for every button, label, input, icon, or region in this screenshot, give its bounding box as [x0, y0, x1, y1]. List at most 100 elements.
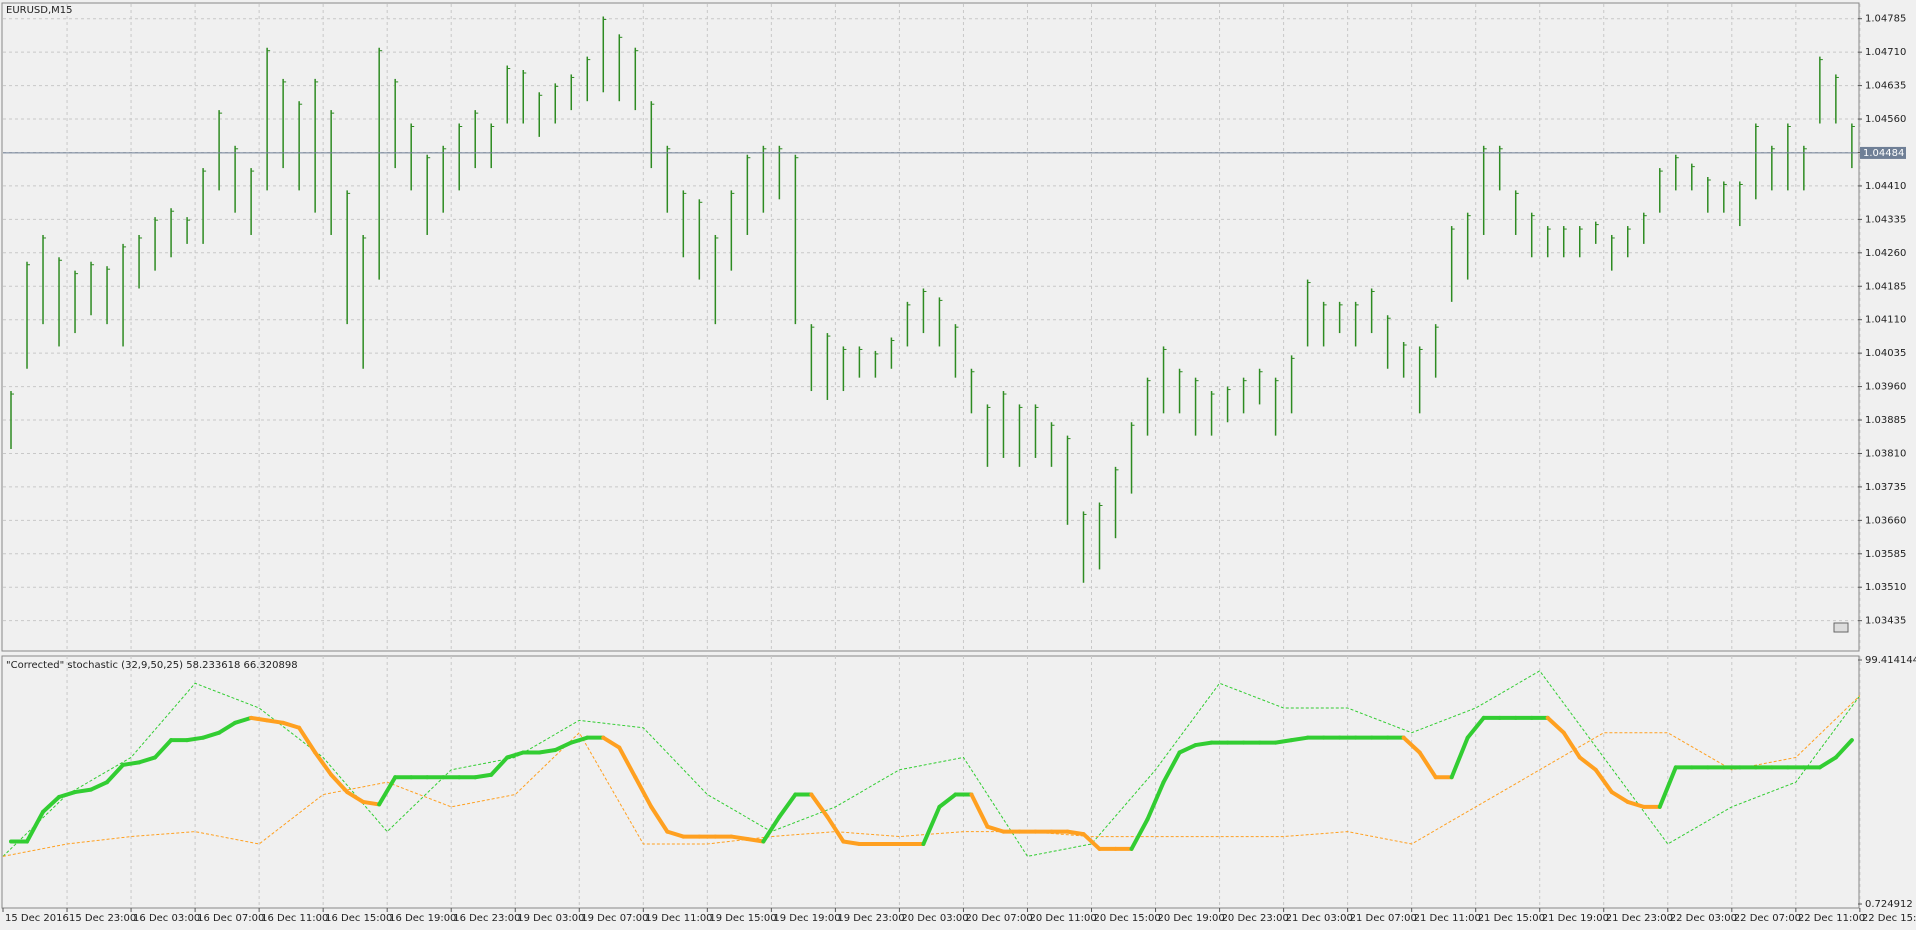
- x-tick-label: 16 Dec 11:00: [261, 913, 328, 924]
- main-line-segment: [281, 720, 302, 730]
- main-line-segment: [153, 738, 174, 760]
- x-tick-label: 21 Dec 07:00: [1350, 913, 1417, 924]
- main-line-segment: [937, 792, 958, 809]
- main-line-segment: [665, 829, 686, 839]
- x-tick-label: 20 Dec 15:00: [1094, 913, 1161, 924]
- main-line-segment: [1833, 738, 1854, 760]
- x-tick-label: 22 Dec 07:00: [1734, 913, 1801, 924]
- x-tick-label: 16 Dec 19:00: [389, 913, 456, 924]
- main-line-segment: [537, 748, 558, 755]
- x-tick-label: 21 Dec 11:00: [1414, 913, 1481, 924]
- y-tick-label: 1.04560: [1865, 114, 1906, 125]
- price-panel: [1, 2, 1860, 652]
- x-tick-label: 19 Dec 23:00: [837, 913, 904, 924]
- main-line-segment: [361, 799, 382, 807]
- y-tick-label: 1.04635: [1865, 81, 1906, 92]
- y-tick-label: 1.04410: [1865, 181, 1906, 192]
- main-line-segment: [601, 735, 622, 750]
- current-price-label: 1.04484: [1863, 148, 1904, 159]
- y-tick-label: 1.04335: [1865, 214, 1906, 225]
- x-tick-label: 20 Dec 23:00: [1222, 913, 1289, 924]
- main-line-segment: [73, 787, 94, 795]
- main-line-segment: [1081, 832, 1102, 851]
- main-line-segment: [105, 762, 126, 785]
- main-line-segment: [1545, 715, 1566, 735]
- main-line-segment: [1401, 735, 1422, 755]
- main-line-segment: [1465, 715, 1486, 740]
- main-line-segment: [969, 792, 990, 829]
- main-line-segment: [649, 804, 670, 834]
- y-tick-label: 1.03810: [1865, 448, 1906, 459]
- main-line-segment: [985, 824, 1006, 834]
- main-line-segment: [1593, 767, 1614, 795]
- main-line-segment: [1817, 755, 1838, 770]
- scroll-button[interactable]: [1833, 622, 1849, 633]
- main-line-segment: [89, 780, 110, 792]
- main-line-segment: [201, 730, 222, 740]
- main-line-segment: [825, 814, 846, 844]
- main-line-segment: [329, 772, 350, 795]
- y-tick-label: 1.03960: [1865, 382, 1906, 393]
- x-tick-label: 19 Dec 07:00: [581, 913, 648, 924]
- x-tick-label: 21 Dec 03:00: [1286, 913, 1353, 924]
- y-tick-label: 1.03510: [1865, 582, 1906, 593]
- main-line-segment: [25, 809, 46, 844]
- main-line-segment: [553, 740, 574, 753]
- main-line-segment: [1193, 740, 1214, 748]
- y-tick-label: 99.414144: [1865, 655, 1916, 666]
- main-line-segment: [1129, 817, 1150, 851]
- x-tick-label: 21 Dec 15:00: [1478, 913, 1545, 924]
- main-line-segment: [1561, 730, 1582, 760]
- x-tick-label: 20 Dec 19:00: [1158, 913, 1225, 924]
- x-tick-label: 16 Dec 15:00: [325, 913, 392, 924]
- x-tick-label: 20 Dec 07:00: [965, 913, 1032, 924]
- main-line-segment: [1609, 790, 1630, 804]
- x-tick-label: 16 Dec 07:00: [197, 913, 264, 924]
- main-line-segment: [265, 718, 286, 725]
- y-tick-label: 1.04785: [1865, 14, 1906, 25]
- main-line-segment: [137, 755, 158, 765]
- main-line-segment: [345, 790, 366, 804]
- y-tick-label: 1.04110: [1865, 315, 1906, 326]
- y-tick-label: 1.03885: [1865, 415, 1906, 426]
- main-line-segment: [41, 795, 62, 814]
- symbol-title: EURUSD,M15: [6, 5, 72, 16]
- x-tick-label: 15 Dec 23:00: [69, 913, 136, 924]
- x-tick-label: 15 Dec 2016: [5, 913, 69, 924]
- main-line-segment: [297, 725, 318, 755]
- main-line-segment: [617, 745, 638, 780]
- main-line-segment: [121, 760, 142, 767]
- x-tick-label: 22 Dec 15:00: [1862, 913, 1916, 924]
- indicator-title: "Corrected" stochastic (32,9,50,25) 58.2…: [6, 660, 298, 671]
- main-line-segment: [1177, 743, 1198, 755]
- x-tick-label: 21 Dec 19:00: [1542, 913, 1609, 924]
- main-line-segment: [233, 715, 254, 725]
- x-tick-label: 21 Dec 23:00: [1606, 913, 1673, 924]
- y-tick-label: 1.03435: [1865, 616, 1906, 627]
- main-line-segment: [377, 775, 398, 807]
- main-line-segment: [777, 792, 798, 819]
- main-line-segment: [489, 755, 510, 777]
- y-tick-label: 1.03585: [1865, 549, 1906, 560]
- main-line-segment: [1657, 765, 1678, 809]
- main-line-segment: [57, 790, 78, 800]
- y-tick-label: 1.04260: [1865, 248, 1906, 259]
- x-tick-label: 19 Dec 11:00: [645, 913, 712, 924]
- indicator-panel: [1, 655, 1860, 909]
- x-tick-label: 16 Dec 03:00: [133, 913, 200, 924]
- marks-layer: [2, 16, 1861, 857]
- x-tick-label: 20 Dec 11:00: [1029, 913, 1096, 924]
- band-line: [2, 695, 1861, 857]
- main-line-segment: [1577, 755, 1598, 772]
- main-line-segment: [505, 750, 526, 760]
- main-line-segment: [313, 750, 334, 777]
- main-line-segment: [249, 715, 270, 723]
- x-tick-label: 19 Dec 19:00: [773, 913, 840, 924]
- x-tick-label: 19 Dec 15:00: [709, 913, 776, 924]
- main-line-segment: [1145, 780, 1166, 822]
- main-line-segment: [1289, 735, 1310, 743]
- main-line-segment: [569, 735, 590, 745]
- main-line-segment: [1161, 750, 1182, 785]
- x-tick-label: 20 Dec 03:00: [901, 913, 968, 924]
